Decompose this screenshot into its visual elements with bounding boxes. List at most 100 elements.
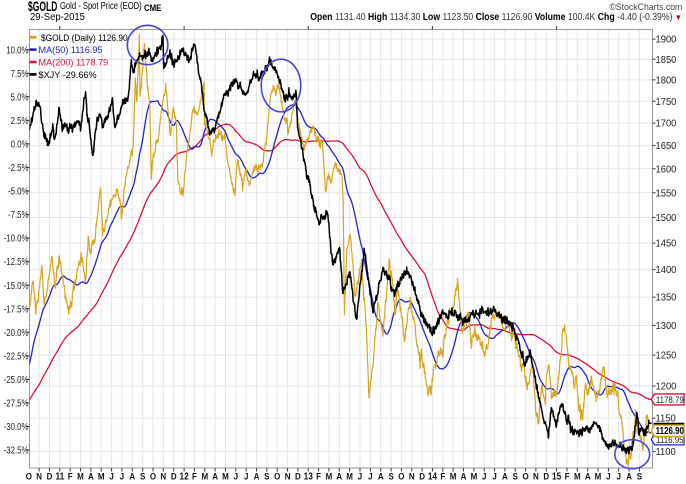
svg-text:1400: 1400 bbox=[656, 265, 677, 276]
svg-text:M: M bbox=[471, 471, 478, 482]
svg-text:-25.0%: -25.0% bbox=[4, 374, 29, 385]
svg-text:J: J bbox=[358, 471, 363, 482]
svg-text:1116.95: 1116.95 bbox=[656, 434, 684, 445]
svg-text:N: N bbox=[36, 471, 42, 482]
svg-text:-10.0%: -10.0% bbox=[4, 233, 29, 244]
svg-text:S: S bbox=[140, 471, 145, 482]
svg-text:J: J bbox=[244, 471, 249, 482]
svg-text:M: M bbox=[450, 471, 457, 482]
svg-text:D: D bbox=[419, 471, 425, 482]
svg-text:$XJY -29.66%: $XJY -29.66% bbox=[39, 70, 97, 80]
svg-text:-7.5%: -7.5% bbox=[8, 209, 29, 220]
svg-text:F: F bbox=[565, 471, 570, 482]
svg-text:F: F bbox=[316, 471, 321, 482]
svg-text:J: J bbox=[482, 471, 487, 482]
svg-text:1150: 1150 bbox=[656, 413, 676, 424]
svg-text:M: M bbox=[201, 471, 208, 482]
svg-text:J: J bbox=[606, 471, 611, 482]
svg-text:1700: 1700 bbox=[656, 118, 677, 129]
svg-text:1850: 1850 bbox=[656, 55, 677, 66]
svg-text:-22.5%: -22.5% bbox=[4, 351, 29, 362]
svg-text:$GOLD (Daily) 1126.90: $GOLD (Daily) 1126.90 bbox=[41, 32, 128, 43]
svg-text:F: F bbox=[192, 471, 197, 482]
svg-text:-32.5%: -32.5% bbox=[4, 445, 29, 456]
svg-text:J: J bbox=[492, 471, 497, 482]
svg-text:J: J bbox=[120, 471, 125, 482]
svg-text:S: S bbox=[264, 471, 269, 482]
svg-text:1750: 1750 bbox=[656, 97, 677, 108]
svg-text:MA(200) 1178.79: MA(200) 1178.79 bbox=[39, 57, 109, 67]
svg-text:-20.0%: -20.0% bbox=[4, 327, 29, 338]
svg-text:10.0%: 10.0% bbox=[6, 44, 28, 55]
svg-text:-30.0%: -30.0% bbox=[4, 421, 29, 432]
svg-text:J: J bbox=[368, 471, 373, 482]
svg-text:A: A bbox=[254, 471, 260, 482]
svg-text:-5.0%: -5.0% bbox=[8, 186, 29, 197]
svg-text:14: 14 bbox=[428, 471, 437, 482]
svg-text:1800: 1800 bbox=[656, 75, 677, 86]
svg-text:A: A bbox=[88, 471, 94, 482]
svg-text:M: M bbox=[346, 471, 353, 482]
svg-text:O: O bbox=[274, 471, 280, 482]
svg-text:A: A bbox=[129, 471, 135, 482]
svg-text:1250: 1250 bbox=[656, 350, 677, 361]
svg-text:J: J bbox=[109, 471, 114, 482]
svg-text:S: S bbox=[513, 471, 518, 482]
svg-text:1100: 1100 bbox=[656, 447, 676, 458]
svg-text:A: A bbox=[461, 471, 467, 482]
svg-text:O: O bbox=[26, 471, 32, 482]
svg-text:1200: 1200 bbox=[656, 381, 677, 392]
svg-text:1550: 1550 bbox=[656, 188, 677, 199]
svg-text:1600: 1600 bbox=[656, 164, 677, 175]
svg-text:1178.79: 1178.79 bbox=[656, 394, 684, 405]
svg-text:-2.5%: -2.5% bbox=[8, 162, 29, 173]
svg-text:1900: 1900 bbox=[656, 34, 677, 45]
svg-text:2.5%: 2.5% bbox=[11, 115, 29, 126]
svg-text:1126.90: 1126.90 bbox=[656, 425, 684, 436]
svg-text:7.5%: 7.5% bbox=[11, 68, 29, 79]
svg-text:-17.5%: -17.5% bbox=[4, 304, 29, 315]
svg-text:A: A bbox=[212, 471, 218, 482]
svg-text:O: O bbox=[150, 471, 156, 482]
svg-text:A: A bbox=[378, 471, 384, 482]
svg-text:D: D bbox=[543, 471, 549, 482]
svg-text:S: S bbox=[388, 471, 393, 482]
svg-text:15: 15 bbox=[552, 471, 561, 482]
svg-text:1500: 1500 bbox=[656, 213, 677, 224]
svg-text:N: N bbox=[160, 471, 166, 482]
svg-text:S: S bbox=[637, 471, 642, 482]
svg-text:D: D bbox=[47, 471, 53, 482]
svg-text:F: F bbox=[440, 471, 445, 482]
svg-text:13: 13 bbox=[304, 471, 313, 482]
svg-text:-15.0%: -15.0% bbox=[4, 280, 29, 291]
svg-text:J: J bbox=[616, 471, 621, 482]
svg-text:11: 11 bbox=[55, 471, 64, 482]
svg-text:M: M bbox=[326, 471, 333, 482]
svg-text:A: A bbox=[336, 471, 342, 482]
svg-text:1450: 1450 bbox=[656, 238, 677, 249]
svg-text:M: M bbox=[98, 471, 105, 482]
svg-text:N: N bbox=[285, 471, 291, 482]
svg-text:D: D bbox=[295, 471, 301, 482]
svg-text:J: J bbox=[234, 471, 239, 482]
svg-text:1350: 1350 bbox=[656, 292, 677, 303]
svg-text:A: A bbox=[626, 471, 632, 482]
svg-text:A: A bbox=[585, 471, 591, 482]
svg-text:D: D bbox=[171, 471, 177, 482]
svg-text:0.0%: 0.0% bbox=[11, 139, 29, 150]
svg-text:N: N bbox=[533, 471, 539, 482]
svg-text:5.0%: 5.0% bbox=[11, 92, 29, 103]
svg-text:N: N bbox=[409, 471, 415, 482]
svg-text:-12.5%: -12.5% bbox=[4, 256, 29, 267]
svg-text:M: M bbox=[574, 471, 581, 482]
svg-text:A: A bbox=[502, 471, 508, 482]
svg-text:12: 12 bbox=[180, 471, 189, 482]
svg-text:-27.5%: -27.5% bbox=[4, 398, 29, 409]
svg-text:1650: 1650 bbox=[656, 141, 677, 152]
svg-text:1300: 1300 bbox=[656, 321, 677, 332]
svg-text:O: O bbox=[398, 471, 404, 482]
svg-text:M: M bbox=[595, 471, 602, 482]
svg-text:O: O bbox=[522, 471, 528, 482]
svg-text:MA(50) 1116.95: MA(50) 1116.95 bbox=[39, 45, 103, 55]
svg-text:M: M bbox=[222, 471, 229, 482]
